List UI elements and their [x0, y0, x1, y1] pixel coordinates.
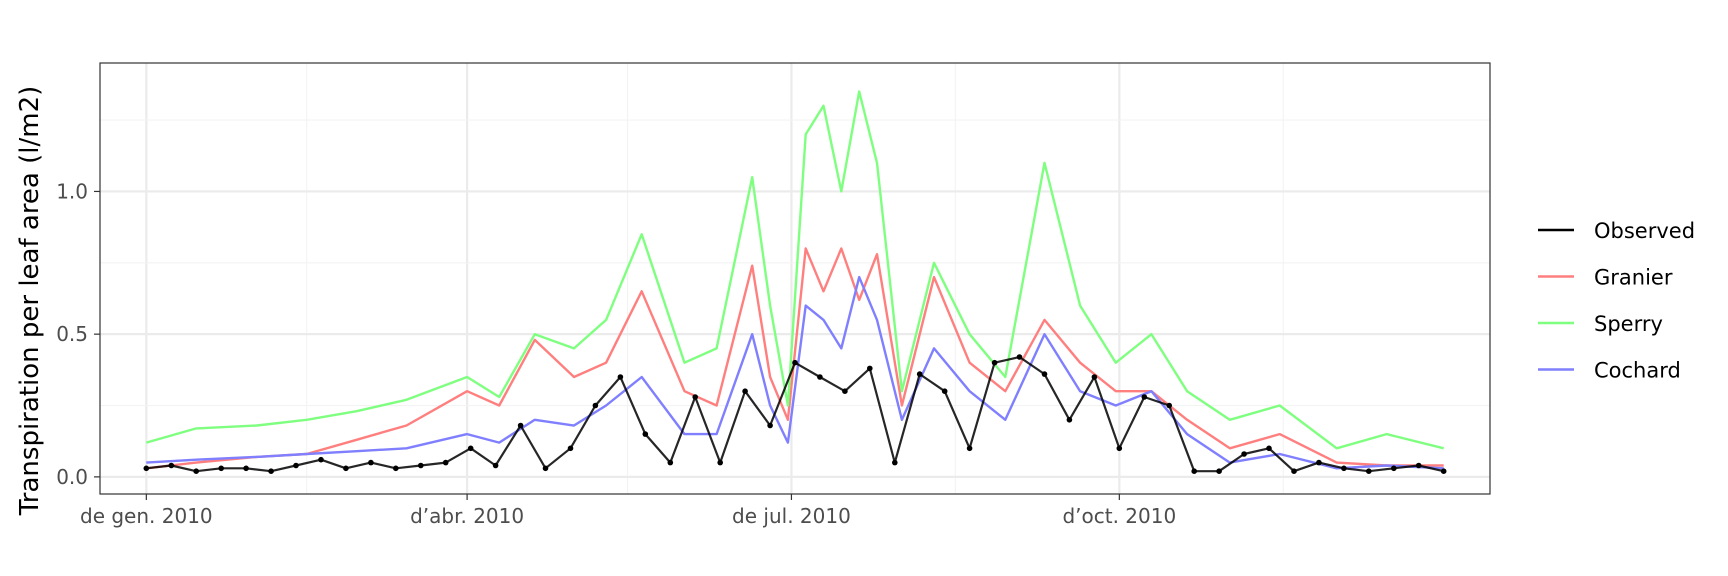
data-point-observed [1066, 417, 1073, 423]
data-point-observed [343, 465, 349, 472]
axes: de gen. 2010 d’abr. 2010 de jul. 2010 d’oct… [56, 179, 1176, 528]
data-point-observed [742, 388, 748, 395]
data-point-observed [418, 462, 424, 469]
data-point-observed [268, 468, 274, 475]
data-point-observed [1016, 354, 1023, 360]
data-point-observed [642, 431, 649, 437]
data-point-observed [592, 402, 599, 409]
data-point-observed [1116, 445, 1123, 452]
series-line-granier [146, 247, 1444, 470]
data-point-observed [1366, 468, 1372, 475]
legend-label-cochard: Cochard [1594, 359, 1681, 383]
data-point-observed [1291, 468, 1297, 475]
data-point-observed [368, 459, 374, 466]
data-point-observed [842, 388, 848, 395]
data-point-observed [1440, 468, 1447, 475]
series-line-cochard [146, 275, 1444, 470]
data-point-observed [1391, 465, 1397, 472]
data-point-observed [966, 445, 973, 452]
data-point-observed [1266, 445, 1272, 452]
data-point-observed [1141, 394, 1148, 400]
data-point-observed [567, 445, 574, 452]
data-point-observed [393, 465, 399, 472]
data-point-observed [1166, 402, 1172, 409]
data-point-observed [1091, 374, 1098, 380]
data-point-observed [1341, 465, 1347, 472]
data-point-observed [492, 462, 499, 469]
data-point-observed [916, 371, 923, 377]
data-point-observed [243, 465, 249, 472]
data-point-observed [941, 388, 948, 395]
data-point-observed [168, 462, 175, 469]
data-point-observed [442, 459, 449, 466]
data-point-observed [1191, 468, 1197, 475]
y-tick-label: 1.0 [56, 179, 88, 203]
data-point-observed [717, 459, 723, 466]
data-point-observed [1241, 451, 1247, 457]
y-axis-title: Transpiration per leaf area (l/m2) [15, 86, 45, 517]
data-point-observed [767, 422, 773, 429]
data-point-observed [1415, 462, 1422, 469]
x-tick-label: d’abr. 2010 [410, 504, 524, 528]
data-point-observed [792, 359, 798, 366]
data-point-observed [1216, 468, 1222, 475]
data-point-observed [318, 456, 324, 463]
legend-label-granier: Granier [1594, 266, 1673, 290]
data-point-observed [667, 459, 674, 466]
x-tick-label: de gen. 2010 [80, 504, 213, 528]
data-point-observed [617, 374, 624, 380]
plot-panel-border [99, 62, 1491, 495]
data-point-observed [867, 365, 873, 372]
x-tick-label: de jul. 2010 [732, 504, 851, 528]
legend: Observed Granier Sperry Cochard [1538, 219, 1695, 383]
y-tick-label: 0.0 [56, 465, 88, 489]
data-point-observed [517, 422, 524, 429]
data-point-observed [991, 359, 998, 366]
data-point-observed [542, 465, 549, 472]
legend-label-sperry: Sperry [1594, 312, 1663, 336]
data-point-observed [143, 465, 150, 472]
data-point-observed [892, 459, 898, 466]
y-tick-label: 0.5 [56, 322, 88, 346]
data-point-observed [193, 468, 199, 475]
series-layer [143, 90, 1447, 475]
grid-lines [100, 63, 1490, 494]
data-point-observed [293, 462, 299, 469]
data-point-observed [218, 465, 224, 472]
data-point-observed [467, 445, 474, 452]
data-point-observed [1316, 459, 1322, 466]
data-point-observed [692, 394, 698, 400]
data-point-observed [817, 374, 823, 380]
x-tick-label: d’oct. 2010 [1062, 504, 1176, 528]
legend-label-observed: Observed [1594, 219, 1695, 243]
data-point-observed [1041, 371, 1048, 377]
series-line-sperry [145, 90, 1444, 450]
